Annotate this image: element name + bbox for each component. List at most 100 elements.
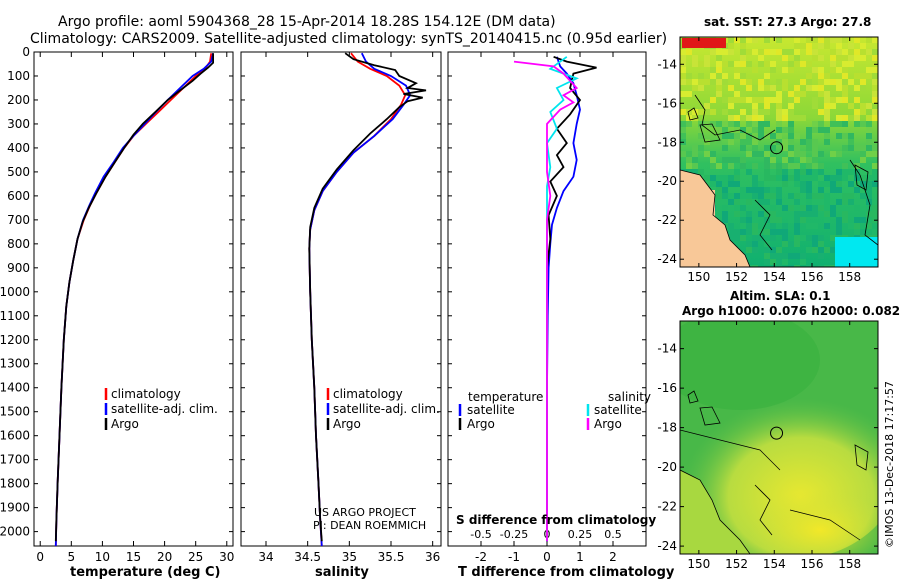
sst-cell bbox=[806, 73, 812, 79]
sst-cell bbox=[740, 139, 746, 145]
x-tick-label: 0 bbox=[36, 550, 44, 564]
sst-cell bbox=[830, 247, 836, 253]
sst-cell bbox=[848, 223, 854, 229]
sst-cell bbox=[734, 181, 740, 187]
sst-cell bbox=[752, 265, 758, 267]
sst-cell bbox=[758, 85, 764, 91]
sst-cell bbox=[836, 169, 842, 175]
legend-label: Argo bbox=[111, 417, 139, 431]
temperature-plot-frame bbox=[33, 51, 234, 547]
sst-cell bbox=[806, 211, 812, 217]
sst-cell bbox=[794, 91, 800, 97]
sst-cell bbox=[776, 79, 782, 85]
sst-cell bbox=[752, 127, 758, 133]
sst-cell bbox=[740, 55, 746, 61]
sst-cell bbox=[722, 73, 728, 79]
sst-cell bbox=[824, 181, 830, 187]
sst-cell bbox=[806, 235, 812, 241]
sst-cell bbox=[794, 133, 800, 139]
sst-cell bbox=[728, 193, 734, 199]
sst-cell bbox=[734, 73, 740, 79]
sst-cell bbox=[788, 265, 794, 267]
sst-cell bbox=[782, 163, 788, 169]
series-line-satellite-adj-clim- bbox=[54, 53, 214, 547]
sst-warm-patch bbox=[682, 38, 726, 48]
sst-cell bbox=[818, 127, 824, 133]
sst-cell bbox=[740, 97, 746, 103]
sst-cell bbox=[872, 115, 878, 121]
sst-cell bbox=[758, 229, 764, 235]
sst-cell bbox=[794, 61, 800, 67]
sst-cell bbox=[854, 145, 860, 151]
sst-cell bbox=[848, 199, 854, 205]
sst-cell bbox=[872, 85, 878, 91]
sst-cell bbox=[800, 181, 806, 187]
sst-cell bbox=[824, 199, 830, 205]
sst-cell bbox=[812, 49, 818, 55]
sst-cell bbox=[692, 115, 698, 121]
sst-cell bbox=[710, 97, 716, 103]
legend-label: Argo bbox=[333, 417, 361, 431]
sst-cell bbox=[758, 115, 764, 121]
sst-cell bbox=[854, 115, 860, 121]
x-tick-label: 15 bbox=[126, 550, 141, 564]
sst-cell bbox=[842, 55, 848, 61]
sst-cell bbox=[770, 61, 776, 67]
sst-cell bbox=[860, 145, 866, 151]
sst-cell bbox=[746, 217, 752, 223]
sst-cell bbox=[692, 55, 698, 61]
sst-cell bbox=[740, 37, 746, 43]
sst-cell bbox=[776, 229, 782, 235]
sst-cell bbox=[860, 157, 866, 163]
project-credit: US ARGO PROJECT bbox=[314, 506, 416, 519]
sst-cell bbox=[812, 103, 818, 109]
sst-cell bbox=[806, 205, 812, 211]
sst-cell bbox=[776, 253, 782, 259]
sst-cell bbox=[770, 217, 776, 223]
sst-cell bbox=[716, 61, 722, 67]
sst-cell bbox=[764, 169, 770, 175]
sst-cell bbox=[764, 205, 770, 211]
sst-cell bbox=[824, 139, 830, 145]
sst-cell bbox=[746, 121, 752, 127]
sst-cell bbox=[836, 43, 842, 49]
sst-cell bbox=[734, 121, 740, 127]
sst-cell bbox=[740, 133, 746, 139]
sst-cell bbox=[716, 91, 722, 97]
sst-cell bbox=[848, 103, 854, 109]
sst-cell bbox=[794, 241, 800, 247]
sst-cell bbox=[704, 151, 710, 157]
sst-map-frame bbox=[679, 36, 879, 268]
sst-cell bbox=[806, 37, 812, 43]
sst-cell bbox=[872, 175, 878, 181]
sst-cell bbox=[770, 193, 776, 199]
sst-cell bbox=[836, 55, 842, 61]
sst-cell bbox=[830, 187, 836, 193]
sst-cell bbox=[794, 151, 800, 157]
x-tick-label: 5 bbox=[67, 550, 75, 564]
sst-cell bbox=[872, 79, 878, 85]
sst-cell bbox=[866, 151, 872, 157]
map-x-tick-label: 158 bbox=[838, 270, 861, 284]
sst-cell bbox=[776, 163, 782, 169]
sst-cell bbox=[752, 103, 758, 109]
pi-credit: PI: DEAN ROEMMICH bbox=[313, 519, 426, 532]
sst-cell bbox=[818, 55, 824, 61]
sst-cell bbox=[842, 217, 848, 223]
sst-cell bbox=[680, 55, 686, 61]
map-y-tick-label: -20 bbox=[657, 460, 677, 474]
sst-cell bbox=[782, 145, 788, 151]
sst-cell bbox=[722, 97, 728, 103]
sst-cell bbox=[758, 187, 764, 193]
sst-cell bbox=[764, 121, 770, 127]
sst-cell bbox=[866, 193, 872, 199]
sst-cell bbox=[812, 157, 818, 163]
legend-label: satellite bbox=[594, 403, 642, 417]
sla-map-title: Altim. SLA: 0.1 bbox=[730, 289, 831, 303]
sst-cell bbox=[722, 205, 728, 211]
sst-cell bbox=[866, 187, 872, 193]
sst-cell bbox=[836, 223, 842, 229]
sst-cell bbox=[776, 49, 782, 55]
sst-cell bbox=[710, 109, 716, 115]
